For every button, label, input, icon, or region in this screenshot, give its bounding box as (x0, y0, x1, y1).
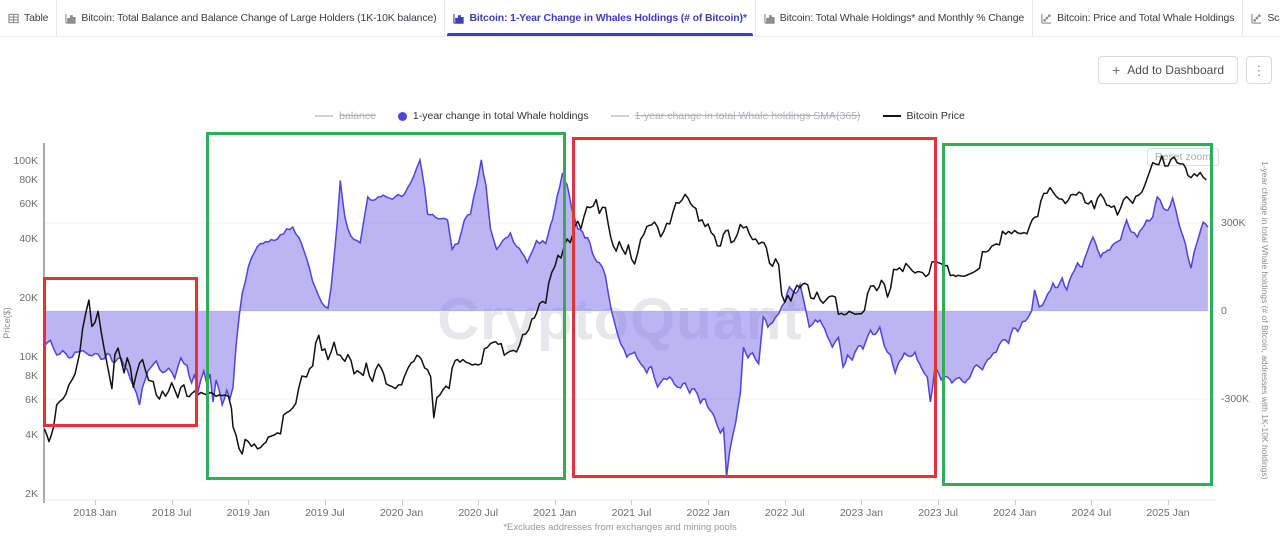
bars-chart-icon (453, 13, 465, 24)
left-axis-tick: 40K (19, 232, 38, 245)
tab-label: Bitcoin: 1-Year Change in Whales Holding… (469, 12, 747, 24)
x-axis-tick: 2020 Jul (458, 507, 499, 519)
x-axis-tick: 2018 Jan (73, 507, 117, 519)
x-axis-tickmark (401, 500, 403, 505)
tab-chart-3[interactable]: Bitcoin: Total Whale Holdings* and Month… (756, 0, 1034, 36)
x-axis-tick: 2025 Jan (1146, 507, 1190, 519)
x-axis-tick: 2018 Jul (151, 507, 192, 519)
left-axis-tick: 6K (25, 394, 38, 407)
legend-label: 1-year change in total Whale holdings (412, 110, 589, 122)
x-axis-tick: 2024 Jul (1071, 507, 1112, 519)
x-axis-tick: 2024 Jan (993, 507, 1037, 519)
add-to-dashboard-button[interactable]: + Add to Dashboard (1098, 56, 1238, 84)
left-axis-tick: 60K (19, 198, 38, 211)
tab-chart-1[interactable]: Bitcoin: Total Balance and Balance Chang… (57, 0, 446, 36)
x-axis-tick: 2023 Jan (839, 507, 884, 519)
add-to-dashboard-label: Add to Dashboard (1127, 63, 1224, 77)
left-axis-tick: 8K (25, 369, 38, 382)
x-axis-tickmark (554, 500, 556, 505)
plus-icon: + (1112, 62, 1121, 78)
legend-item-2[interactable]: 1-year change in total Whale holdings SM… (610, 110, 861, 122)
right-axis-tick: 0 (1221, 305, 1227, 317)
tab-label: Bitcoin: Total Balance and Balance Chang… (81, 12, 437, 24)
x-axis-tick: 2019 Jul (305, 507, 345, 519)
legend-label: balance (339, 110, 376, 122)
right-axis-tick: -300K (1221, 393, 1250, 405)
line-swatch (315, 115, 334, 117)
x-axis-tick: 2023 Jul (918, 507, 958, 519)
left-axis-tick: 20K (19, 291, 38, 304)
x-axis-tickmark (631, 500, 633, 505)
purple-dot-swatch (397, 111, 407, 121)
scatter-chart-icon (1251, 13, 1262, 24)
right-axis-tick: 300K (1221, 217, 1246, 229)
bars-chart-icon (65, 13, 76, 24)
line-swatch (882, 115, 901, 117)
x-axis-tick: 2022 Jul (764, 507, 805, 519)
tab-chart-4[interactable]: Bitcoin: Price and Total Whale Holdings (1033, 0, 1244, 36)
x-axis-tickmark (478, 500, 480, 505)
x-axis-tick: 2021 Jul (611, 507, 652, 519)
x-axis-tickmark (95, 500, 96, 505)
chart-footnote: *Excludes addresses from exchanges and m… (503, 522, 737, 533)
x-axis-tickmark (1091, 500, 1093, 505)
x-axis-tickmark (861, 500, 863, 505)
legend-item-1[interactable]: 1-year change in total Whale holdings (397, 110, 589, 122)
left-axis-tick: 2K (25, 488, 38, 500)
tab-table[interactable]: Table (0, 0, 58, 36)
more-options-button[interactable]: ⋮ (1246, 56, 1272, 84)
x-axis-tickmark (784, 500, 786, 505)
legend-item-3[interactable]: Bitcoin Price (882, 110, 965, 122)
left-axis-tick: 100K (13, 154, 38, 167)
scatter-chart-icon (1041, 13, 1052, 24)
chart-legend: balance 1-year change in total Whale hold… (0, 110, 1280, 122)
x-axis-tickmark (938, 500, 940, 505)
x-axis-tickmark (324, 500, 326, 505)
legend-item-0[interactable]: balance (315, 110, 376, 122)
tab-scatter[interactable]: Scatter (1243, 0, 1280, 36)
x-axis-tickmark (1167, 500, 1169, 505)
x-axis-tick: 2019 Jan (226, 507, 270, 519)
tab-label: Bitcoin: Total Whale Holdings* and Month… (779, 12, 1025, 24)
x-axis-tickmark (1014, 500, 1016, 505)
left-axis-tick: 10K (19, 350, 38, 363)
tab-label: Scatter (1267, 12, 1280, 24)
legend-label: 1-year change in total Whale holdings SM… (634, 110, 861, 122)
chart-tab-bar: Table Bitcoin: Total Balance and Balance … (0, 0, 1280, 37)
x-axis-tickmark (708, 500, 710, 505)
bars-chart-icon (764, 13, 775, 24)
x-axis-tick: 2022 Jan (686, 507, 730, 519)
legend-label: Bitcoin Price (906, 110, 965, 122)
x-axis-tickmark (171, 500, 173, 505)
x-axis-tickmark (248, 500, 250, 505)
tab-label: Table (24, 12, 49, 24)
line-swatch (610, 115, 629, 117)
x-axis-tick: 2020 Jan (379, 507, 424, 519)
left-axis-tick: 4K (25, 428, 38, 441)
chart-toolbar: + Add to Dashboard ⋮ (1098, 56, 1272, 84)
tab-chart-2[interactable]: Bitcoin: 1-Year Change in Whales Holding… (445, 0, 756, 36)
table-chart-icon (8, 13, 19, 24)
tab-label: Bitcoin: Price and Total Whale Holdings (1057, 12, 1235, 24)
reset-zoom-button[interactable]: Reset zoom (1147, 148, 1220, 166)
x-axis-tick: 2021 Jan (533, 507, 577, 519)
left-axis-tick: 80K (19, 173, 38, 186)
right-axis-title: 1-year change in total Whale holdings (#… (1260, 160, 1270, 480)
